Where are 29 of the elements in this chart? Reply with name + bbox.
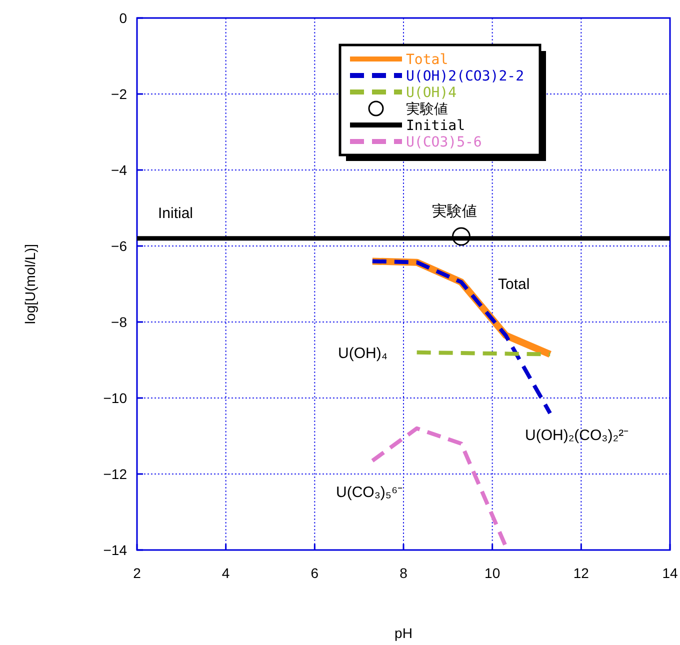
annotation: U(CO₃)₅⁶⁻ bbox=[336, 484, 403, 501]
y-tick-label: −14 bbox=[103, 542, 128, 558]
x-tick-label: 4 bbox=[222, 565, 230, 581]
legend-label: U(CO3)5-6 bbox=[406, 134, 482, 150]
x-tick-label: 10 bbox=[484, 565, 500, 581]
legend-label: U(OH)2(CO3)2-2 bbox=[406, 68, 524, 84]
x-tick-label: 12 bbox=[573, 565, 590, 581]
x-tick-label: 2 bbox=[133, 565, 142, 581]
legend-label: Initial bbox=[406, 118, 466, 134]
y-tick-label: −2 bbox=[111, 86, 128, 102]
y-tick-label: −12 bbox=[103, 466, 128, 482]
legend-label: U(OH)4 bbox=[406, 85, 457, 101]
y-tick-label: 0 bbox=[119, 10, 128, 26]
y-tick-label: −8 bbox=[111, 314, 128, 330]
legend-label: 実験値 bbox=[406, 102, 448, 118]
annotation: Initial bbox=[158, 205, 194, 222]
y-tick-label: −10 bbox=[103, 390, 128, 406]
x-axis-title: pH bbox=[394, 625, 412, 641]
x-tick-label: 8 bbox=[400, 565, 408, 581]
y-axis-title: log[U(mol/L)] bbox=[22, 244, 38, 324]
x-tick-label: 6 bbox=[310, 565, 319, 581]
y-tick-label: −6 bbox=[111, 238, 128, 254]
annotation: U(OH)₂(CO₃)₂²⁻ bbox=[525, 427, 629, 444]
x-tick-label: 14 bbox=[662, 565, 678, 581]
legend-label: Total bbox=[406, 52, 448, 68]
y-tick-label: −4 bbox=[111, 162, 128, 178]
annotation: Total bbox=[498, 276, 530, 293]
annotation: U(OH)₄ bbox=[338, 345, 388, 362]
annotation: 実験値 bbox=[432, 203, 477, 220]
